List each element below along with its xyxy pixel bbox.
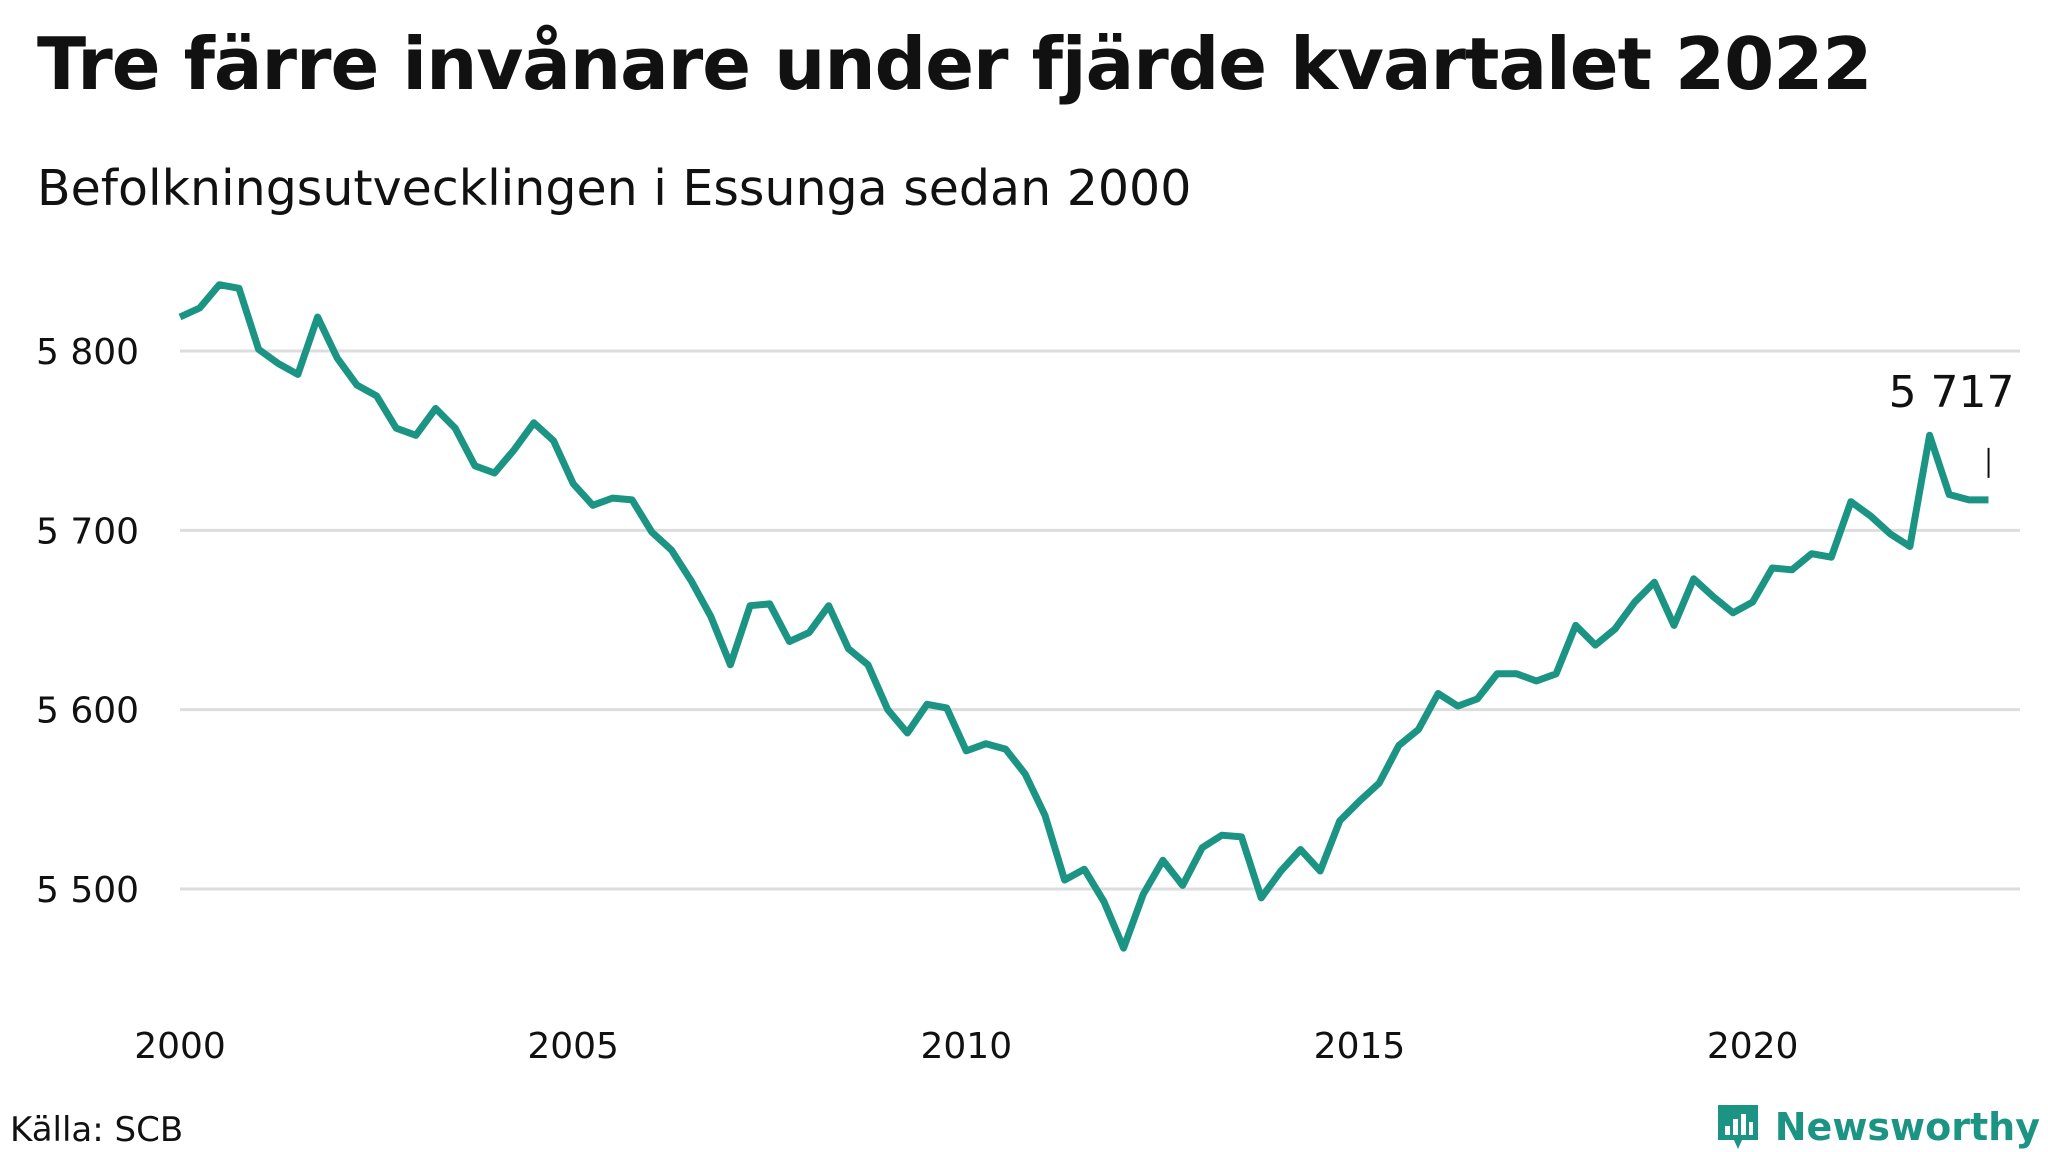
x-tick-label: 2005: [527, 1026, 619, 1067]
y-tick-label: 5 500: [36, 870, 139, 911]
bar-chart-badge-icon: [1717, 1105, 1758, 1149]
x-tick-label: 2020: [1707, 1026, 1799, 1067]
series-line-population: [178, 281, 1989, 952]
y-tick-label: 5 600: [36, 691, 139, 732]
annotation-label: 5 717: [1889, 367, 2015, 418]
x-tick-label: 2015: [1314, 1026, 1406, 1067]
last-value-annotation: 5 717: [1889, 367, 2015, 478]
chart-subtitle: Befolkningsutvecklingen i Essunga sedan …: [37, 160, 1192, 217]
source-note: Källa: SCB: [10, 1110, 184, 1150]
brand-logo: Newsworthy: [1715, 1102, 2040, 1152]
chart-title: Tre färre invånare under fjärde kvartale…: [37, 22, 1872, 106]
y-tick-label: 5 800: [36, 332, 139, 373]
x-tick-label: 2010: [921, 1026, 1013, 1067]
x-tick-label: 2000: [134, 1026, 226, 1067]
brand-name: Newsworthy: [1774, 1105, 2040, 1149]
y-axis-ticks: 5 500 5 600 5 700 5 800: [36, 332, 139, 911]
x-axis-ticks: 2000 2005 2010 2015 2020: [134, 1026, 1798, 1067]
y-tick-label: 5 700: [36, 511, 139, 552]
